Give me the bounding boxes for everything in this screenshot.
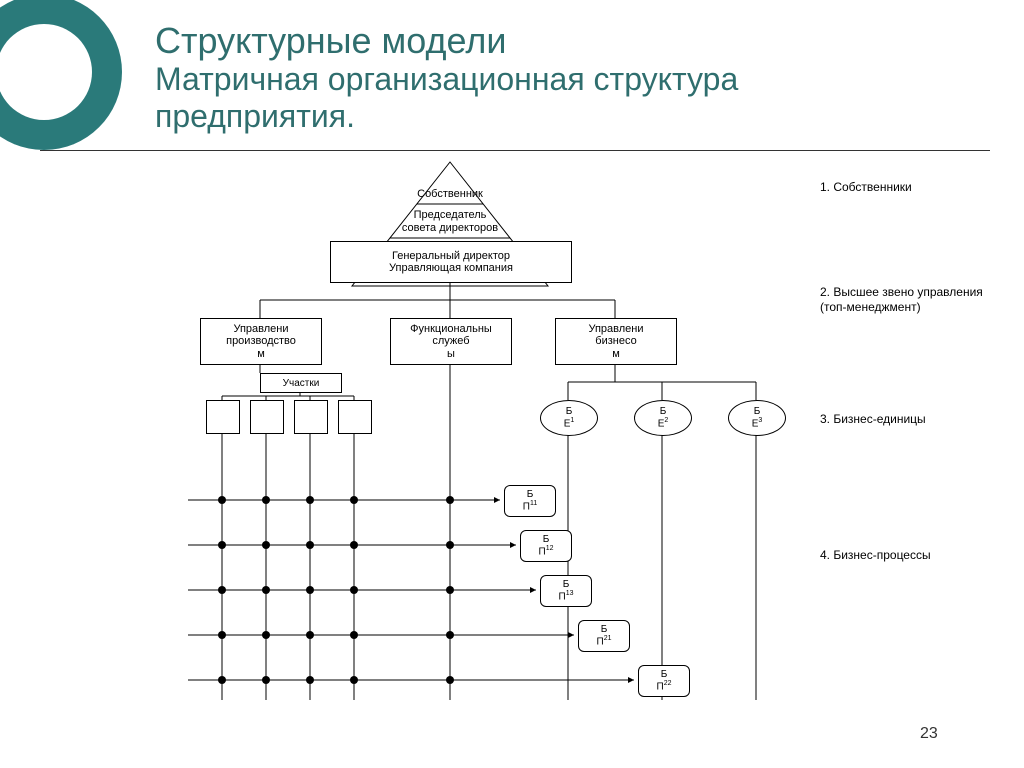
pyramid-chairman-2: совета директоров bbox=[398, 222, 502, 234]
title-underline bbox=[40, 150, 990, 151]
pyramid-owner-text: Собственник bbox=[412, 188, 488, 200]
bp-box-11: БП11 bbox=[504, 485, 556, 517]
small-box-3 bbox=[294, 400, 328, 434]
ellipse-be-1: БЕ1 bbox=[540, 400, 598, 436]
title-main: Структурные модели bbox=[155, 20, 955, 61]
pyramid-chairman-1: Председатель bbox=[403, 209, 497, 221]
ellipse-be-2: БЕ2 bbox=[634, 400, 692, 436]
gd-line1: Генеральный директор bbox=[392, 250, 510, 262]
bp-box-21: БП21 bbox=[578, 620, 630, 652]
box-business-mgmt: Управлени бизнесо м bbox=[555, 318, 677, 365]
small-box-1 bbox=[206, 400, 240, 434]
ellipse-be-3: БЕ3 bbox=[728, 400, 786, 436]
box-production-mgmt: Управлени производство м bbox=[200, 318, 322, 365]
decor-inner-circle bbox=[0, 24, 92, 120]
annotation-business-units: 3. Бизнес-единицы bbox=[820, 412, 926, 426]
annotation-top-mgmt-1: 2. Высшее звено управления bbox=[820, 285, 983, 299]
bp-box-12: БП12 bbox=[520, 530, 572, 562]
box-sections: Участки bbox=[260, 373, 342, 393]
box-general-director: Генеральный директор Управляющая компани… bbox=[330, 241, 572, 283]
bp-box-22: БП22 bbox=[638, 665, 690, 697]
small-box-2 bbox=[250, 400, 284, 434]
title-sub-2: предприятия. bbox=[155, 98, 955, 135]
slide-number: 23 bbox=[920, 725, 938, 743]
annotation-top-mgmt-2: (топ-менеджмент) bbox=[820, 300, 921, 314]
annotation-owners: 1. Собственники bbox=[820, 180, 912, 194]
annotation-business-processes: 4. Бизнес-процессы bbox=[820, 548, 931, 562]
small-box-4 bbox=[338, 400, 372, 434]
title-sub-1: Матричная организационная структура bbox=[155, 61, 955, 98]
gd-line2: Управляющая компания bbox=[389, 262, 513, 274]
bp-box-13: БП13 bbox=[540, 575, 592, 607]
box-functional-services: Функциональны служеб ы bbox=[390, 318, 512, 365]
slide-title: Структурные модели Матричная организацио… bbox=[155, 20, 955, 135]
